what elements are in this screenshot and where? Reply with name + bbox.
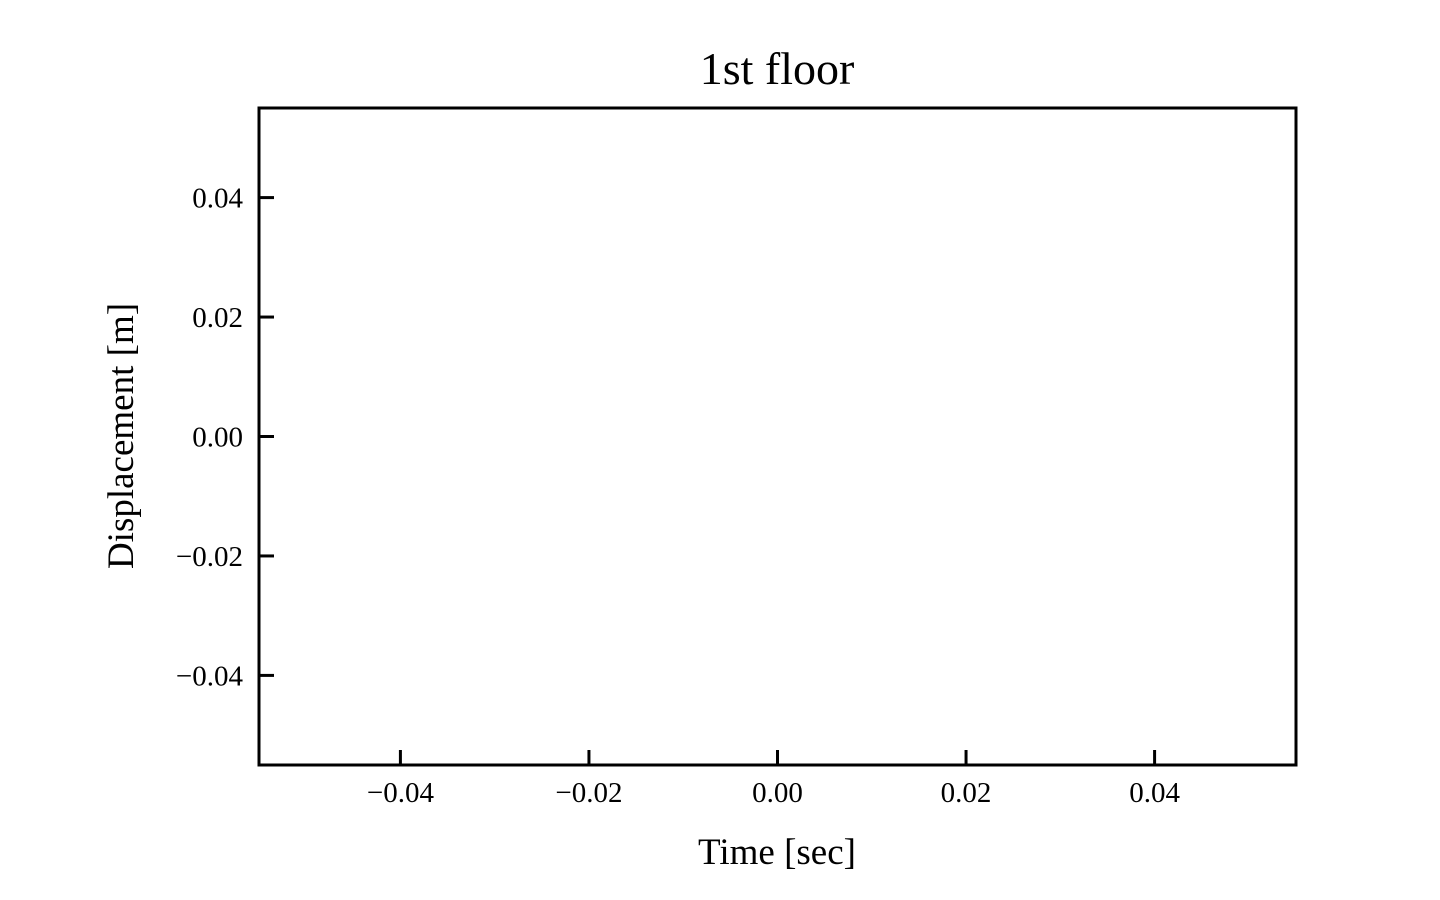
x-tick-label: 0.04 (1129, 777, 1180, 809)
x-tick-label: −0.04 (367, 777, 435, 809)
y-tick-label: 0.02 (192, 302, 243, 334)
chart-title: 1st floor (700, 43, 855, 94)
x-tick-label: 0.00 (752, 777, 803, 809)
y-tick-label: 0.04 (192, 183, 243, 215)
y-axis-label: Displacement [m] (101, 303, 142, 569)
y-tick-label: 0.00 (192, 422, 243, 454)
x-tick-label: −0.02 (555, 777, 622, 809)
x-tick-label: 0.02 (941, 777, 992, 809)
x-axis-ticks: −0.04 −0.02 0.00 0.02 0.04 (367, 750, 1180, 809)
y-tick-label: −0.04 (176, 660, 244, 692)
y-axis-ticks: 0.04 0.02 0.00 −0.02 −0.04 (176, 183, 274, 692)
x-axis-label: Time [sec] (698, 832, 856, 873)
y-tick-label: −0.02 (176, 541, 243, 573)
